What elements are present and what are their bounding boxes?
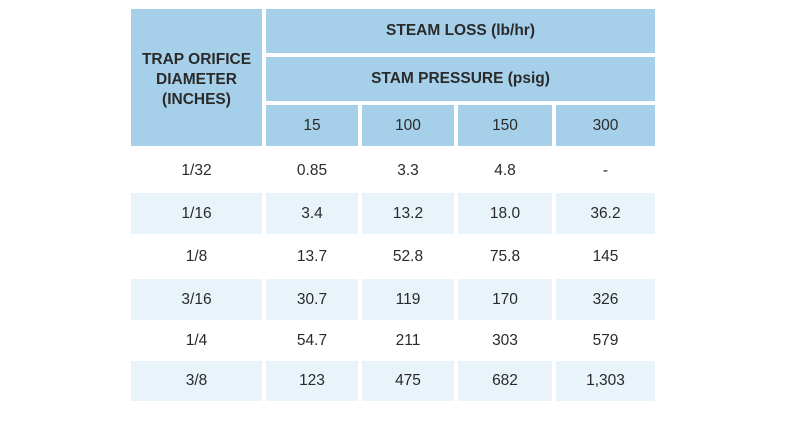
steam-pressure-header: STAM PRESSURE (psig) [266,57,655,101]
table-cell: 475 [362,361,454,401]
table-cell: 0.85 [296,161,328,179]
pressure-header-100: 100 [362,105,454,146]
diameter-cell: 3/16 [131,279,262,320]
steam-loss-header: STEAM LOSS (lb/hr) [266,9,655,53]
diameter-cell: 3/8 [131,361,262,401]
row-header-line-3: (INCHES) [162,91,231,108]
row-header-cell: TRAP ORIFICE DIAMETER (INCHES) [131,9,262,146]
diameter-cell: 1/32 [181,161,212,179]
pressure-header-15: 15 [266,105,358,146]
table-grid: TRAP ORIFICE DIAMETER (INCHES) STEAM LOS… [131,9,655,401]
table-cell: 211 [395,331,421,349]
table-cell: 145 [592,247,619,265]
table-cell: 54.7 [296,331,328,349]
table-cell: 36.2 [556,193,655,234]
table-cell: 123 [266,361,358,401]
table-cell: 1,303 [556,361,655,401]
table-cell: 13.7 [296,247,328,265]
diameter-cell: 1/8 [185,247,208,265]
row-header-line-1: TRAP ORIFICE [141,51,252,68]
table-cell: 3.4 [266,193,358,234]
table-cell: 13.2 [362,193,454,234]
table-cell: 75.8 [489,247,521,265]
table-cell: - [602,161,609,179]
row-header-line-2: DIAMETER [156,71,237,88]
table-cell: 3.3 [397,161,419,179]
pressure-header-300: 300 [556,105,655,146]
table-cell: 682 [458,361,552,401]
table-cell: 119 [362,279,454,320]
table-cell: 18.0 [458,193,552,234]
table-cell: 4.8 [494,161,516,179]
table-cell: 326 [556,279,655,320]
diameter-cell: 1/16 [131,193,262,234]
diameter-cell: 1/4 [185,331,208,349]
table-cell: 52.8 [392,247,424,265]
pressure-header-150: 150 [458,105,552,146]
table-cell: 303 [492,331,518,349]
table-cell: 30.7 [266,279,358,320]
steam-loss-table: TRAP ORIFICE DIAMETER (INCHES) STEAM LOS… [131,9,655,401]
table-cell: 170 [458,279,552,320]
table-cell: 579 [592,331,619,349]
